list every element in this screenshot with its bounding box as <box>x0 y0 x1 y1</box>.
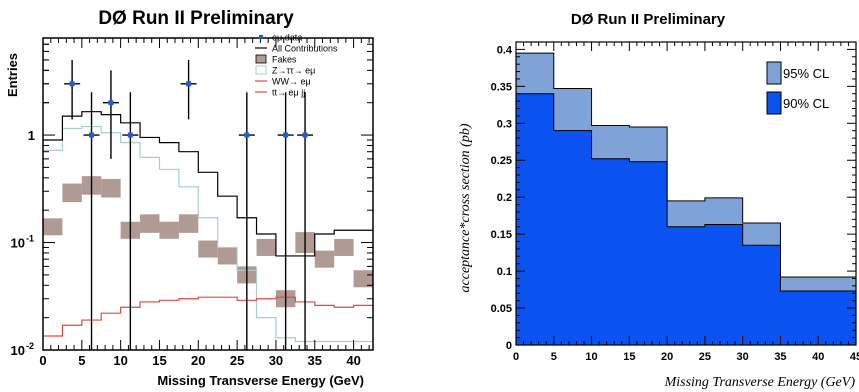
cl90-area <box>515 93 857 346</box>
data-point <box>89 132 95 138</box>
legend-label: eμ data <box>272 33 302 43</box>
right-plot-frame <box>515 41 857 346</box>
x-tick-label: 10 <box>585 351 597 363</box>
x-tick-label: 15 <box>623 351 635 363</box>
x-tick-label: 25 <box>230 353 244 368</box>
y-tick-label: 0.4 <box>497 44 513 56</box>
x-tick-label: 20 <box>661 351 673 363</box>
data-point <box>244 132 250 138</box>
data-point <box>302 132 308 138</box>
y-tick-label: 0.35 <box>491 81 512 93</box>
fakes-band-bin <box>217 247 238 265</box>
x-tick-label: 0 <box>513 351 519 363</box>
fakes-band-bin <box>178 214 199 233</box>
left-plot-frame <box>42 37 374 351</box>
left-chart-xlabel: Missing Transverse Energy (GeV) <box>157 373 364 388</box>
x-tick-label: 5 <box>551 351 557 363</box>
legend-label: Fakes <box>272 55 297 65</box>
right-chart-plot-area: 0 5 10 15 20 25 30 35 40 45 0 0.05 0.1 0.15 0.2 0.25 0.3… <box>491 41 859 363</box>
fakes-band-bin <box>353 270 373 288</box>
x-tick-label: 30 <box>737 351 749 363</box>
fakes-band-bin <box>43 218 63 236</box>
y-tick-label: 10 <box>11 343 25 358</box>
x-tick-label: 35 <box>308 353 322 368</box>
legend-label: Z→ττ→ eμ <box>272 66 315 76</box>
x-tick-label: 5 <box>78 353 85 368</box>
legend-box-fakes <box>255 54 267 64</box>
ztautau-series-line <box>43 125 373 343</box>
right-chart-ylabel: acceptance*cross section (pb) <box>458 123 473 292</box>
legend-label: WW→ eμ <box>272 77 311 87</box>
y-tick-exponent: -1 <box>26 234 34 244</box>
data-point <box>283 132 289 138</box>
ww-series-line <box>43 296 373 337</box>
y-tick-label: 0.3 <box>497 118 512 130</box>
legend-label: All Contributions <box>272 44 338 54</box>
data-point <box>108 100 114 106</box>
x-tick-label: 35 <box>774 351 786 363</box>
y-tick-exponent: -2 <box>26 341 34 351</box>
fakes-band-bin <box>334 238 354 256</box>
right-chart-xlabel: Missing Transverse Energy (GeV) <box>664 375 856 390</box>
y-tick-label: 0.25 <box>491 155 512 167</box>
fakes-band-bin <box>101 178 121 198</box>
x-tick-label: 40 <box>346 353 360 368</box>
y-tick-label: 0.1 <box>497 266 512 278</box>
x-tick-label: 20 <box>191 353 205 368</box>
legend-marker-data <box>259 35 263 39</box>
legend-label: 90% CL <box>783 96 829 111</box>
y-tick-label: 10 <box>11 236 25 251</box>
fakes-band-bin <box>256 238 276 256</box>
y-tick-label: 0.15 <box>491 229 512 241</box>
legend-box-ztautau <box>255 65 267 75</box>
legend-label: tt→ eμ jj <box>272 88 305 98</box>
x-tick-label: 30 <box>269 353 283 368</box>
right-chart: DØ Run II Preliminary acceptance*cross s… <box>458 11 859 390</box>
x-tick-label: 40 <box>812 351 824 363</box>
left-chart: DØ Run II Preliminary Entries Missing Tr… <box>5 8 374 388</box>
right-chart-legend: 95% CL 90% CL <box>766 61 829 115</box>
left-chart-title: DØ Run II Preliminary <box>98 8 294 29</box>
fakes-band-bin <box>198 240 218 258</box>
x-tick-label: 25 <box>699 351 711 363</box>
y-tick-label: 1 <box>28 128 35 143</box>
data-point <box>127 132 133 138</box>
legend-swatch-90cl <box>766 91 782 115</box>
x-tick-label: 10 <box>113 353 127 368</box>
fakes-band-bin <box>314 250 335 268</box>
all-contributions-series-line <box>43 111 373 257</box>
data-point <box>69 81 75 87</box>
data-point <box>186 81 192 87</box>
legend-swatch-95cl <box>766 61 782 85</box>
x-tick-label: 45 <box>850 351 859 363</box>
x-tick-label: 15 <box>152 353 166 368</box>
legend-label: 95% CL <box>783 66 829 81</box>
y-tick-label: 0.2 <box>497 192 512 204</box>
fakes-band-bin <box>62 183 82 203</box>
x-tick-label: 0 <box>39 353 46 368</box>
left-chart-ylabel: Entries <box>5 53 20 97</box>
y-tick-label: 0 <box>506 340 512 352</box>
fakes-band-bin <box>140 214 160 233</box>
right-chart-title: DØ Run II Preliminary <box>571 11 726 28</box>
fakes-band-bin <box>159 221 179 239</box>
y-tick-label: 0.05 <box>491 303 512 315</box>
